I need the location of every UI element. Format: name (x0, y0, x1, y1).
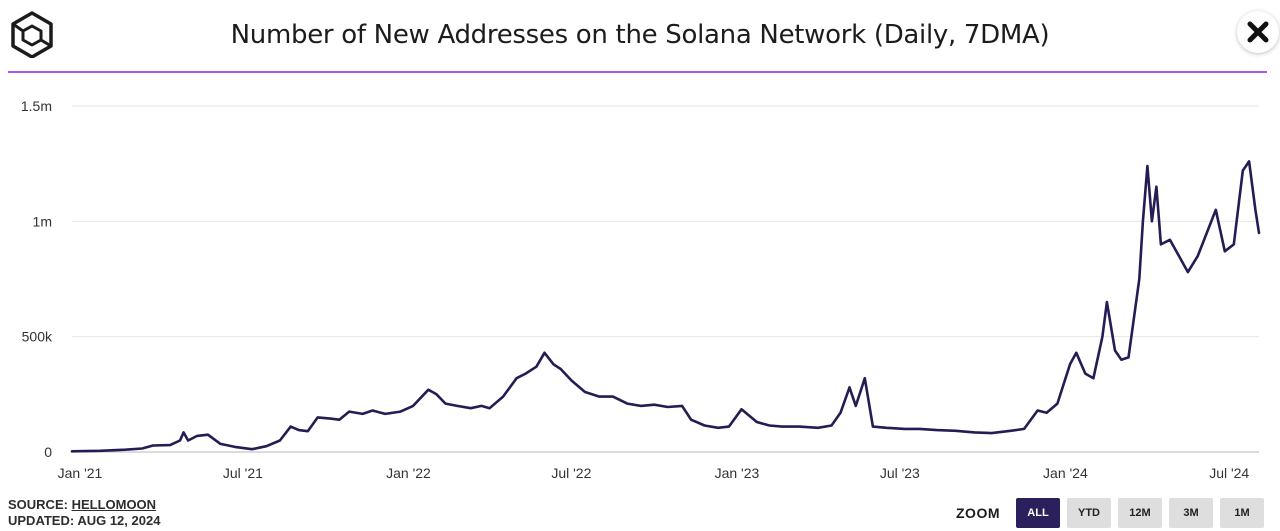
y-tick-label: 1.5m (21, 98, 52, 114)
zoom-3m-button[interactable]: 3M (1169, 498, 1213, 528)
zoom-ytd-button[interactable]: YTD (1067, 498, 1111, 528)
y-axis-labels: 0 500k 1m 1.5m (21, 98, 53, 460)
updated-line: UPDATED: AUG 12, 2024 (8, 513, 161, 528)
zoom-all-button[interactable]: ALL (1016, 498, 1060, 528)
series-line (70, 160, 1261, 453)
title-divider (8, 71, 1267, 73)
chart-footer: SOURCE: HELLOMOON UPDATED: AUG 12, 2024 (8, 497, 160, 529)
x-tick-label: Jul '24 (1209, 465, 1249, 481)
source-label: SOURCE: (8, 497, 72, 512)
x-tick-label: Jul '21 (223, 465, 263, 481)
close-button[interactable] (1237, 11, 1279, 53)
grid-lines (72, 105, 1259, 453)
chart-title: Number of New Addresses on the Solana Ne… (230, 20, 1050, 50)
x-tick-label: Jan '22 (386, 465, 431, 481)
zoom-1m-button[interactable]: 1M (1220, 498, 1264, 528)
logo-icon (8, 10, 56, 59)
zoom-label: ZOOM (956, 505, 1000, 521)
y-tick-label: 1m (33, 213, 52, 229)
x-tick-label: Jan '21 (58, 465, 103, 481)
source-line: SOURCE: HELLOMOON (8, 497, 160, 513)
y-tick-label: 0 (44, 444, 52, 460)
x-tick-label: Jan '24 (1043, 465, 1088, 481)
source-link[interactable]: HELLOMOON (71, 497, 157, 512)
x-tick-label: Jul '22 (551, 465, 591, 481)
x-tick-label: Jan '23 (715, 465, 760, 481)
y-tick-label: 500k (22, 329, 53, 345)
zoom-12m-button[interactable]: 12M (1118, 498, 1162, 528)
x-axis-labels: Jan '21 Jul '21 Jan '22 Jul '22 Jan '23 Jul '… (58, 465, 1250, 481)
close-icon (1247, 21, 1269, 43)
line-chart: 0 500k 1m 1.5m Jan '21 Jul '21 Jan '22 Jul '22… (21, 98, 1261, 481)
zoom-controls: ZOOM ALL YTD 12M 3M 1M (956, 497, 1264, 529)
x-tick-label: Jul '23 (880, 465, 920, 481)
